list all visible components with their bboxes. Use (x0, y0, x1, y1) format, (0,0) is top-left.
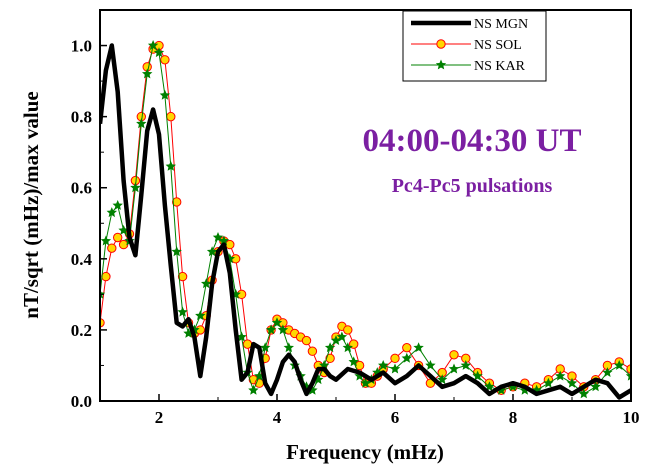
data-point-circle (450, 351, 458, 359)
x-tick-label: 8 (509, 408, 518, 427)
legend: NS MGN NS SOL NS KAR (403, 11, 546, 81)
y-tick-label: 1.0 (71, 37, 92, 56)
legend-label: NS SOL (474, 38, 522, 53)
series-line (100, 46, 631, 391)
series-ns-kar (95, 40, 636, 398)
legend-label: NS KAR (474, 59, 526, 74)
data-point-star (425, 360, 435, 370)
data-point-circle (391, 354, 399, 362)
data-point-circle (102, 272, 110, 280)
series-ns-mgn (100, 46, 631, 398)
y-tick-label: 0.2 (71, 321, 92, 340)
x-tick-label: 6 (391, 408, 400, 427)
y-tick-label: 0.4 (71, 250, 93, 269)
data-point-star (284, 342, 294, 352)
data-point-circle (344, 326, 352, 334)
series-line (100, 46, 631, 398)
series-ns-sol (96, 41, 635, 394)
x-tick-label: 4 (273, 408, 282, 427)
y-tick-label: 0.8 (71, 108, 92, 127)
data-point-circle (403, 343, 411, 351)
data-point-circle (302, 336, 310, 344)
series-layer (95, 40, 636, 398)
y-tick-label: 0.6 (71, 179, 92, 198)
legend-label: NS MGN (474, 17, 528, 32)
y-axis-title: nT/sqrt (mHz)/max value (19, 91, 43, 318)
time-range-annotation: 04:00-04:30 UT (362, 123, 581, 159)
y-tick-label: 0.0 (71, 392, 92, 411)
data-point-circle (308, 347, 316, 355)
data-point-star (113, 200, 123, 210)
x-tick-label: 10 (623, 408, 640, 427)
data-point-star (602, 367, 612, 377)
pulsation-type-annotation: Pc4-Pc5 pulsations (392, 175, 553, 197)
legend-swatch-marker (437, 40, 445, 48)
x-axis-title: Frequency (mHz) (286, 440, 444, 464)
data-point-circle (167, 112, 175, 120)
x-tick-label: 2 (155, 408, 164, 427)
series-line (100, 46, 631, 394)
data-point-star (390, 364, 400, 374)
